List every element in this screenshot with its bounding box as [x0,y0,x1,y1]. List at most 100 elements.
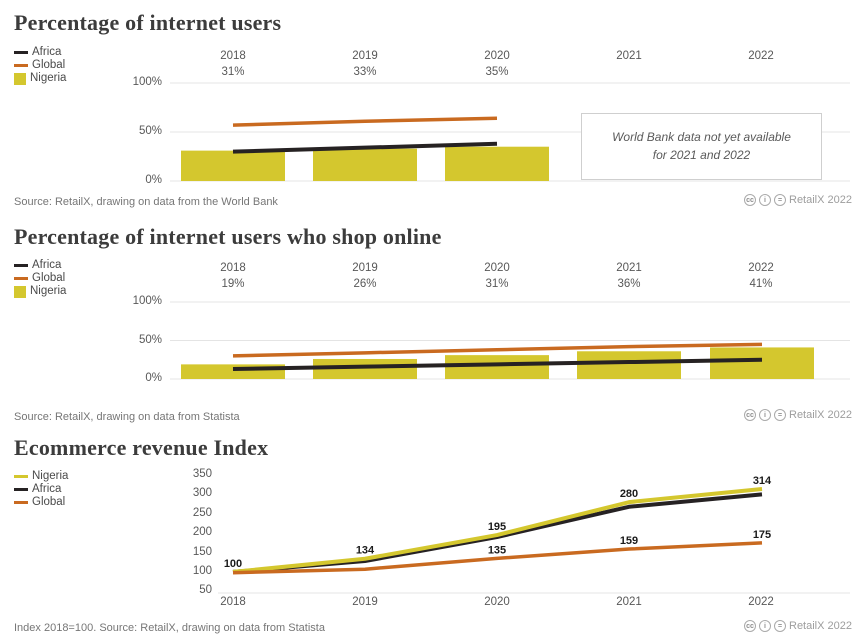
chart-title: Ecommerce revenue Index [14,435,269,460]
legend-item-africa: Africa [14,483,68,496]
cc-icon: cc [744,194,756,206]
africa-line [232,357,763,371]
legend: Africa Global Nigeria [14,259,66,298]
y-tick: 100% [132,295,162,307]
legend-label: Nigeria [32,470,69,482]
global-line-swatch [14,64,28,67]
chart-section-shop-online: Percentage of internet users who shop on… [0,222,866,432]
legend-item-nigeria: Nigeria [14,285,66,298]
source-text: Source: RetailX, drawing on data from St… [14,411,240,423]
brand-label: RetailX 2022 [789,409,852,421]
cc-icon: cc [744,620,756,632]
legend-item-global: Global [14,272,66,285]
y-tick: 0% [145,174,162,186]
x-tick: 2021 [616,596,642,608]
y-tick: 300 [192,487,212,499]
africa-line-swatch [14,51,28,54]
legend: Nigeria Africa Global [14,470,68,509]
legend-label: Africa [32,46,62,58]
year-value: 36% [617,278,641,290]
legend-label: Global [32,272,66,284]
africa-line-swatch [14,264,28,267]
year-label: 2022 [748,50,774,62]
global-line [232,541,763,575]
data-label: 159 [620,535,638,547]
legend-label: Africa [32,259,62,271]
y-tick: 150 [192,546,212,558]
data-label: 314 [753,475,772,487]
y-tick: 50% [138,125,162,137]
retailx-brand: cc i = RetailX 2022 [744,620,852,632]
legend-item-global: Global [14,59,66,72]
x-tick: 2020 [484,596,510,608]
legend: Africa Global Nigeria [14,46,66,85]
year-value: 33% [353,66,377,78]
y-tick: 0% [145,372,162,384]
chart-section-ecommerce-revenue-index: 100 134 195 280 314 135 159 175 Ecommerce reven… [0,432,866,642]
year-value: 19% [221,278,245,290]
y-tick: 50 [199,584,212,596]
global-line-swatch [14,501,28,504]
y-tick: 200 [192,526,212,538]
year-label: 2019 [352,262,378,274]
legend-item-nigeria: Nigeria [14,72,66,85]
cc-nd-icon: = [774,409,786,421]
year-value: 31% [221,66,245,78]
legend-item-nigeria: Nigeria [14,470,68,483]
data-label: 134 [356,545,375,557]
cc-by-icon: i [759,620,771,632]
source-text: Source: RetailX, drawing on data from th… [14,196,278,208]
year-value: 35% [485,66,509,78]
legend-label: Africa [32,483,62,495]
data-label: 195 [488,521,506,533]
year-label: 2020 [484,262,510,274]
nigeria-bar [313,148,417,181]
chart-section-internet-users: Percentage of internet users Africa Glob… [0,0,866,222]
y-tick: 50% [138,334,162,346]
legend-item-global: Global [14,496,68,509]
year-label: 2022 [748,262,774,274]
global-line [232,342,763,358]
nigeria-square-swatch [14,72,26,85]
x-tick: 2022 [748,596,774,608]
year-label: 2019 [352,50,378,62]
legend-item-africa: Africa [14,46,66,59]
nigeria-bar [577,351,681,379]
shop-online-plot [170,301,850,380]
year-label: 2021 [616,50,642,62]
legend-item-africa: Africa [14,259,66,272]
nigeria-bar [445,355,549,379]
retailx-brand: cc i = RetailX 2022 [744,409,852,421]
data-availability-note: World Bank data not yet available for 20… [581,113,822,180]
y-tick: 350 [192,468,212,480]
y-tick: 100 [192,565,212,577]
x-tick: 2018 [220,596,246,608]
nigeria-bar [313,358,417,379]
y-tick: 100% [132,76,162,88]
legend-label: Nigeria [30,285,67,297]
africa-line-swatch [14,488,28,491]
year-value: 41% [749,278,773,290]
nigeria-bar [445,146,549,181]
global-line [232,116,498,127]
nigeria-line-swatch [14,475,28,478]
retailx-brand: cc i = RetailX 2022 [744,194,852,206]
note-text: World Bank data not yet available for 20… [612,130,791,162]
brand-label: RetailX 2022 [789,194,852,206]
cc-by-icon: i [759,194,771,206]
revenue-index-plot: 100 134 195 280 314 135 159 175 [218,475,850,594]
legend-label: Global [32,59,66,71]
x-tick: 2019 [352,596,378,608]
global-line-swatch [14,277,28,280]
cc-icon: cc [744,409,756,421]
year-value: 26% [353,278,377,290]
data-label: 135 [488,544,506,556]
nigeria-bar [710,347,814,379]
source-text: Index 2018=100. Source: RetailX, drawing… [14,622,325,634]
chart-title: Percentage of internet users who shop on… [14,224,442,249]
legend-label: Nigeria [30,72,67,84]
year-label: 2021 [616,262,642,274]
nigeria-square-swatch [14,285,26,298]
brand-label: RetailX 2022 [789,620,852,632]
